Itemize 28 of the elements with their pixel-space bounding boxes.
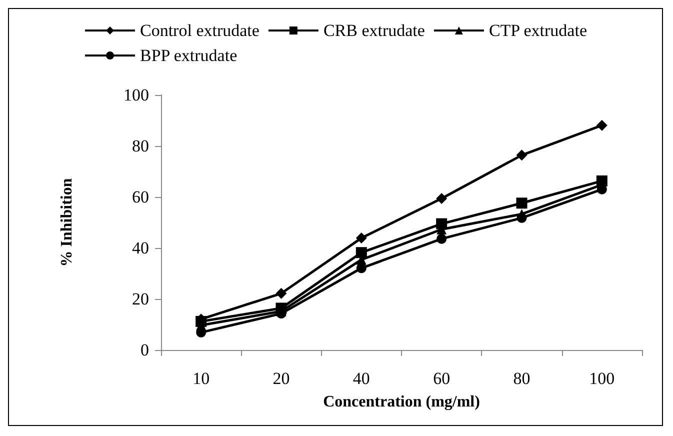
legend-label: BPP extrudate	[140, 46, 238, 65]
y-axis-title: % Inhibition	[58, 178, 76, 267]
y-tick-label: 100	[124, 86, 149, 104]
point	[276, 288, 287, 299]
point	[356, 263, 366, 274]
x-tick-label: 20	[272, 369, 290, 388]
point	[436, 193, 448, 204]
y-tick-label: 60	[132, 188, 149, 206]
x-axis-title: Concentration (mg/ml)	[323, 394, 480, 410]
x-tick-label: 40	[352, 369, 370, 388]
x-tick-label: 60	[433, 369, 450, 388]
y-tick-label: 0	[140, 340, 149, 360]
point	[356, 232, 367, 244]
legend-label: CRB extrudate	[323, 21, 425, 40]
point	[596, 120, 608, 131]
legend-label: Control extrudate	[140, 21, 260, 40]
x-tick-label: 10	[192, 369, 210, 388]
y-tick-label: 80	[132, 136, 149, 156]
point	[516, 212, 527, 223]
x-tick-label: 80	[513, 369, 530, 388]
point	[436, 234, 447, 244]
y-tick-label: 20	[132, 290, 149, 308]
point	[356, 247, 367, 258]
x-tick-label: 100	[589, 369, 615, 388]
y-tick-label: 40	[132, 238, 149, 258]
point	[516, 198, 528, 209]
point	[516, 150, 528, 161]
legend-label: CTP extrudate	[488, 21, 587, 40]
